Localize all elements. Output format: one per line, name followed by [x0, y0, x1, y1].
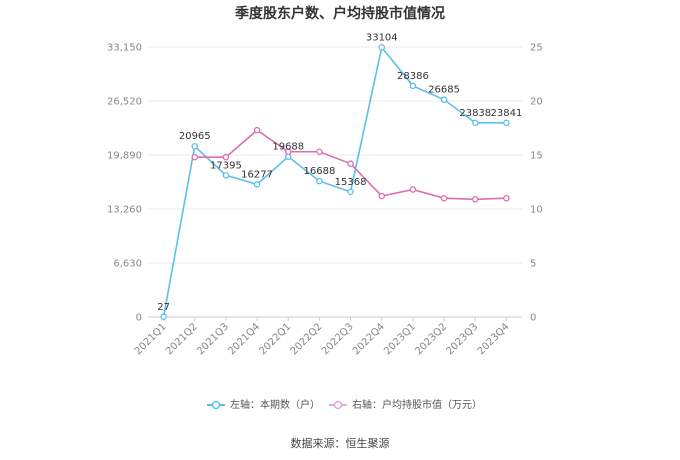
legend-label-right: 右轴：户均持股市值（万元）: [352, 398, 482, 411]
x-tick-label: 2021Q4: [226, 321, 262, 357]
data-label: 23838: [459, 108, 491, 119]
series-point-left[interactable]: [191, 142, 198, 150]
right-tick-label: 25: [530, 43, 543, 54]
series-point-right[interactable]: [222, 153, 230, 161]
series-line-left: [162, 45, 507, 317]
series-layer: [160, 44, 510, 321]
series-point-right[interactable]: [378, 192, 385, 200]
series-point-left[interactable]: [347, 188, 354, 196]
series-point-left[interactable]: [160, 313, 167, 321]
series-point-left[interactable]: [378, 44, 385, 51]
x-tick-label: 2022Q4: [351, 321, 387, 357]
legend-item-left-series[interactable]: 左轴：本期数（户）: [207, 398, 320, 411]
left-tick-label: 33,150: [107, 43, 142, 54]
x-tick-label: 2021Q2: [164, 321, 200, 357]
left-axis-ticks: 0 6,630 13,260 19,890 26,520 33,150: [107, 43, 142, 324]
data-label: 19688: [272, 142, 304, 153]
x-tick-label: 2023Q4: [476, 321, 512, 357]
series-point-left[interactable]: [253, 181, 261, 188]
series-point-right[interactable]: [191, 153, 198, 161]
series-point-right[interactable]: [347, 160, 354, 167]
data-label: 23841: [491, 108, 523, 119]
legend-marker-right: [333, 400, 343, 410]
x-tick-label: 2021Q3: [195, 321, 231, 357]
data-label: 26685: [428, 85, 460, 96]
grid-lines: [148, 46, 522, 318]
left-tick-label: 26,520: [107, 97, 142, 108]
left-tick-label: 0: [136, 313, 142, 324]
x-tick-label: 2022Q3: [320, 321, 356, 357]
series-point-right[interactable]: [253, 126, 261, 134]
data-label: 16688: [304, 166, 336, 177]
chart-title: 季度股东户数、户均持股市值情况: [234, 5, 445, 22]
data-label: 16277: [241, 169, 273, 180]
right-tick-label: 5: [530, 259, 536, 270]
series-point-right[interactable]: [440, 194, 448, 202]
data-label: 27: [157, 302, 170, 313]
x-axis-ticks: 2021Q12021Q22021Q32021Q42022Q12022Q22022…: [133, 317, 512, 357]
left-tick-label: 6,630: [113, 259, 142, 270]
series-point-left[interactable]: [409, 82, 417, 90]
series-point-right[interactable]: [409, 186, 417, 193]
data-label: 17395: [210, 160, 242, 171]
right-tick-label: 0: [530, 313, 536, 324]
data-label: 15368: [335, 177, 367, 188]
series-point-right[interactable]: [471, 196, 479, 203]
x-tick-label: 2023Q1: [382, 321, 418, 357]
x-tick-label: 2022Q2: [289, 321, 325, 357]
data-label: 20965: [179, 131, 211, 142]
series-point-right[interactable]: [284, 148, 292, 156]
series-point-left[interactable]: [222, 172, 230, 179]
x-tick-label: 2023Q3: [445, 321, 481, 357]
x-tick-label: 2021Q1: [133, 321, 169, 357]
series-point-left[interactable]: [503, 119, 510, 127]
right-tick-label: 15: [530, 151, 543, 162]
x-tick-label: 2022Q1: [258, 321, 294, 357]
legend-marker-left: [211, 400, 221, 410]
data-label: 28386: [397, 71, 429, 82]
data-label: 33104: [366, 32, 398, 43]
left-tick-label: 19,890: [107, 151, 142, 162]
legend-label-left: 左轴：本期数（户）: [230, 398, 320, 411]
series-point-right[interactable]: [316, 148, 323, 156]
right-tick-label: 20: [530, 97, 543, 108]
legend[interactable]: 左轴：本期数（户） 右轴：户均持股市值（万元）: [207, 398, 482, 411]
x-tick-label: 2023Q2: [413, 321, 449, 357]
series-point-left[interactable]: [471, 119, 479, 127]
right-axis-ticks: 0 5 10 15 20 25: [530, 43, 543, 324]
series-point-left[interactable]: [316, 177, 323, 185]
data-source: 数据来源：恒生聚源: [291, 436, 390, 450]
series-point-right[interactable]: [503, 194, 510, 202]
legend-item-right-series[interactable]: 右轴：户均持股市值（万元）: [329, 398, 482, 411]
right-tick-label: 10: [530, 205, 543, 216]
left-tick-label: 13,260: [107, 205, 142, 216]
series-point-left[interactable]: [440, 96, 448, 103]
